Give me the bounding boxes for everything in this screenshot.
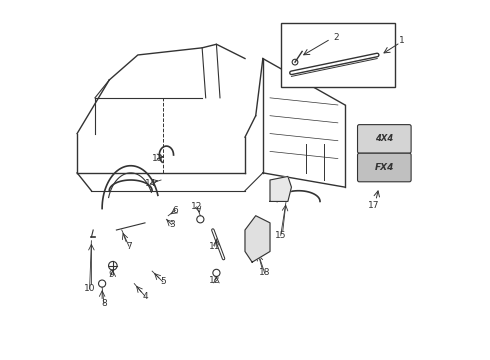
Text: 18: 18 — [259, 268, 270, 277]
Text: 12: 12 — [209, 275, 221, 284]
Text: 2: 2 — [333, 33, 339, 42]
Text: 4X4: 4X4 — [375, 134, 393, 143]
Polygon shape — [270, 176, 292, 202]
Text: 17: 17 — [368, 201, 379, 210]
Text: 9: 9 — [108, 270, 114, 279]
Text: 14: 14 — [145, 179, 156, 188]
Text: 4: 4 — [142, 292, 148, 301]
Text: 11: 11 — [209, 242, 221, 251]
Text: 16: 16 — [380, 132, 392, 141]
Text: FX4: FX4 — [375, 163, 394, 172]
Text: 3: 3 — [169, 220, 174, 229]
Text: 5: 5 — [160, 277, 166, 286]
Text: 15: 15 — [275, 231, 287, 240]
Text: 10: 10 — [84, 284, 96, 293]
Text: 1: 1 — [399, 36, 405, 45]
Text: 8: 8 — [101, 299, 107, 308]
Polygon shape — [245, 216, 270, 262]
FancyBboxPatch shape — [358, 153, 411, 182]
Text: 12: 12 — [191, 202, 202, 211]
Text: 6: 6 — [172, 206, 178, 215]
Bar — [281, 23, 395, 87]
Text: 7: 7 — [126, 242, 132, 251]
FancyBboxPatch shape — [358, 125, 411, 153]
Text: 13: 13 — [152, 154, 163, 163]
